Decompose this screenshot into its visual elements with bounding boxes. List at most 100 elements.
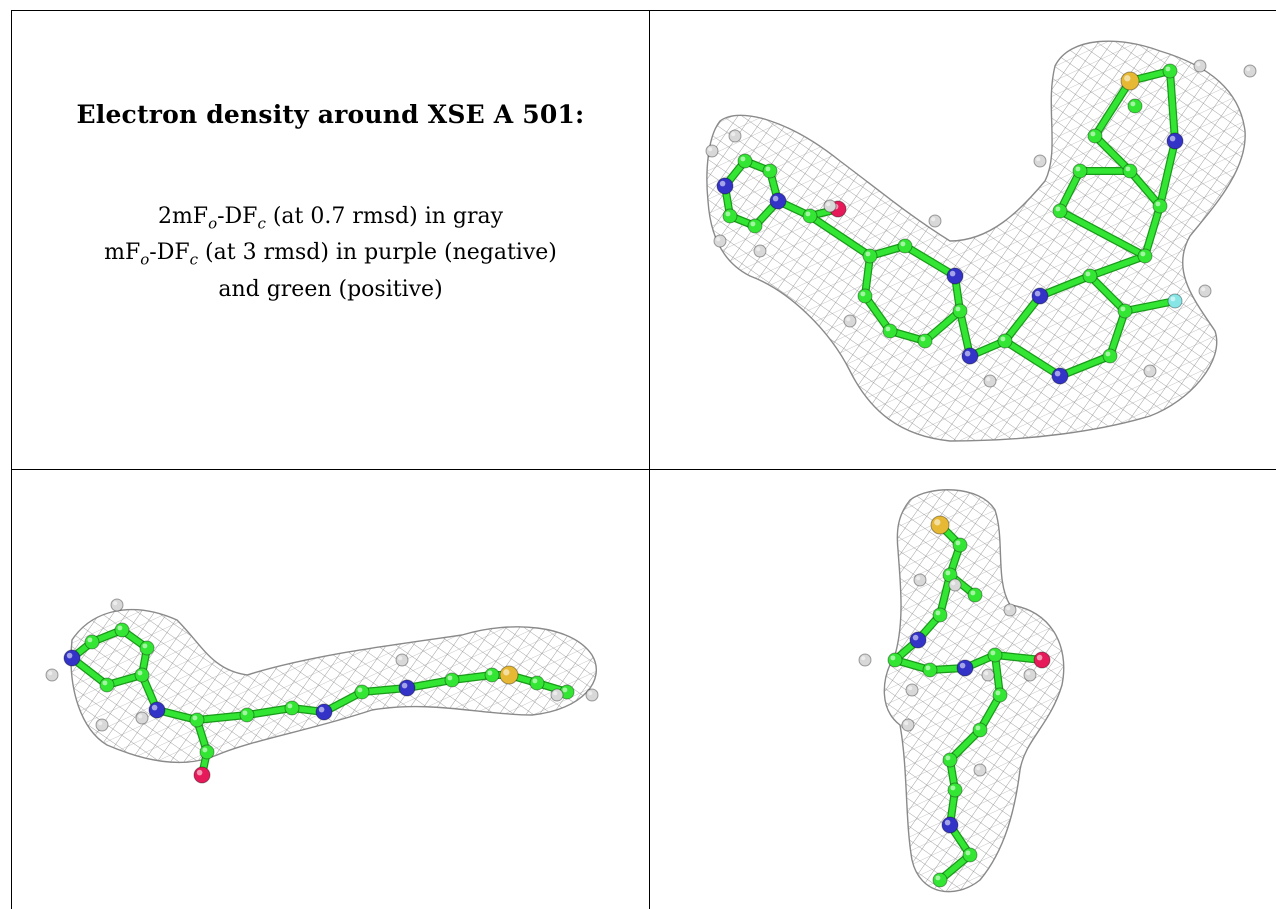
nitrogen-atom xyxy=(769,192,787,210)
atom-highlight xyxy=(1055,206,1061,212)
atom-highlight xyxy=(1146,367,1151,372)
carbon-atom xyxy=(987,647,1003,663)
atom-highlight xyxy=(1026,671,1031,676)
atom-highlight xyxy=(964,350,971,357)
carbon-atom xyxy=(762,163,778,179)
bond xyxy=(1057,168,1083,214)
hydrogen-atom xyxy=(973,763,987,777)
hydrogen-atom xyxy=(913,573,927,587)
hydrogen-atom xyxy=(110,598,124,612)
legend-line-2fo-fc: 2mFo-DFc (at 0.7 rmsd) in gray xyxy=(157,204,504,233)
bond xyxy=(1127,168,1163,209)
molecule-view-bottom-left xyxy=(45,598,599,784)
atom-highlight xyxy=(951,581,956,586)
carbon-atom xyxy=(802,208,818,224)
nitrogen-atom xyxy=(398,679,416,697)
atom-highlight xyxy=(588,691,593,696)
hydrogen-atom xyxy=(95,718,109,732)
atom-group xyxy=(716,63,1184,385)
nitrogen-atom xyxy=(716,177,734,195)
atom-highlight xyxy=(1140,251,1146,257)
nitrogen-atom xyxy=(946,267,964,285)
carbon-atom xyxy=(1102,348,1118,364)
carbon-atom xyxy=(897,238,913,254)
atom-highlight xyxy=(1201,287,1206,292)
atom-highlight xyxy=(142,643,148,649)
atom-highlight xyxy=(756,247,761,252)
hydrogen-atom xyxy=(1033,154,1047,168)
atom-highlight xyxy=(1054,370,1061,377)
atom-highlight xyxy=(357,687,363,693)
atom-group xyxy=(858,573,1037,777)
atom-highlight xyxy=(925,665,931,671)
atom-highlight xyxy=(503,669,510,676)
atom-group xyxy=(705,59,1257,388)
bond xyxy=(922,308,963,344)
carbon-atom xyxy=(199,744,215,760)
atom-highlight xyxy=(1155,201,1161,207)
oxygen-atom xyxy=(193,766,211,784)
carbon-atom xyxy=(992,687,1008,703)
bond xyxy=(1107,308,1128,359)
carbon-atom xyxy=(529,675,545,691)
atom-highlight xyxy=(944,819,951,826)
atom-highlight xyxy=(750,221,756,227)
atom-highlight xyxy=(1165,66,1171,72)
atom-highlight xyxy=(137,670,143,676)
atom-group xyxy=(45,598,599,732)
atom-highlight xyxy=(935,610,941,616)
hydrogen-atom xyxy=(928,214,942,228)
atom-highlight xyxy=(900,241,906,247)
bond xyxy=(1087,273,1128,314)
nitrogen-atom xyxy=(63,649,81,667)
atom-highlight xyxy=(87,637,93,643)
bond xyxy=(1037,273,1093,299)
hydrogen-atom xyxy=(753,244,767,258)
atom-highlight xyxy=(1170,296,1176,302)
carbon-atom xyxy=(882,323,898,339)
carbon-atom xyxy=(997,333,1013,349)
carbon-atom xyxy=(962,847,978,863)
carbon-atom xyxy=(737,153,753,169)
carbon-atom xyxy=(932,607,948,623)
hydrogen-atom xyxy=(713,234,727,248)
carbon-atom xyxy=(857,288,873,304)
hydrogen-atom xyxy=(858,653,872,667)
atom-highlight xyxy=(984,671,989,676)
carbon-atom xyxy=(1127,98,1143,114)
atom-highlight xyxy=(1085,271,1091,277)
atom-highlight xyxy=(740,156,746,162)
hydrogen-atom xyxy=(981,668,995,682)
atom-highlight xyxy=(949,270,956,277)
carbon-atom xyxy=(1072,163,1088,179)
atom-highlight xyxy=(1000,336,1006,342)
atom-highlight xyxy=(708,147,713,152)
atom-highlight xyxy=(916,576,921,581)
atom-highlight xyxy=(945,755,951,761)
atom-highlight xyxy=(1125,166,1131,172)
atom-highlight xyxy=(912,634,919,641)
carbon-atom xyxy=(134,667,150,683)
atom-highlight xyxy=(805,211,811,217)
hydrogen-atom xyxy=(843,314,857,328)
carbon-atom xyxy=(354,684,370,700)
carbon-atom xyxy=(747,218,763,234)
carbon-atom xyxy=(972,722,988,738)
atom-highlight xyxy=(965,850,971,856)
atom-highlight xyxy=(553,691,558,696)
atom-highlight xyxy=(1105,351,1111,357)
bond xyxy=(1167,68,1178,144)
atom-highlight xyxy=(487,670,493,676)
carbon-atom xyxy=(1052,203,1068,219)
bond xyxy=(1092,78,1133,139)
atom-highlight xyxy=(959,662,966,669)
nitrogen-atom xyxy=(1051,367,1069,385)
atom-highlight xyxy=(1090,131,1096,137)
atom-highlight xyxy=(970,590,976,596)
atom-highlight xyxy=(719,180,726,187)
bond xyxy=(862,293,893,334)
carbon-atom xyxy=(99,677,115,693)
atom-highlight xyxy=(861,656,866,661)
atom-highlight xyxy=(192,715,198,721)
atom-highlight xyxy=(202,747,208,753)
